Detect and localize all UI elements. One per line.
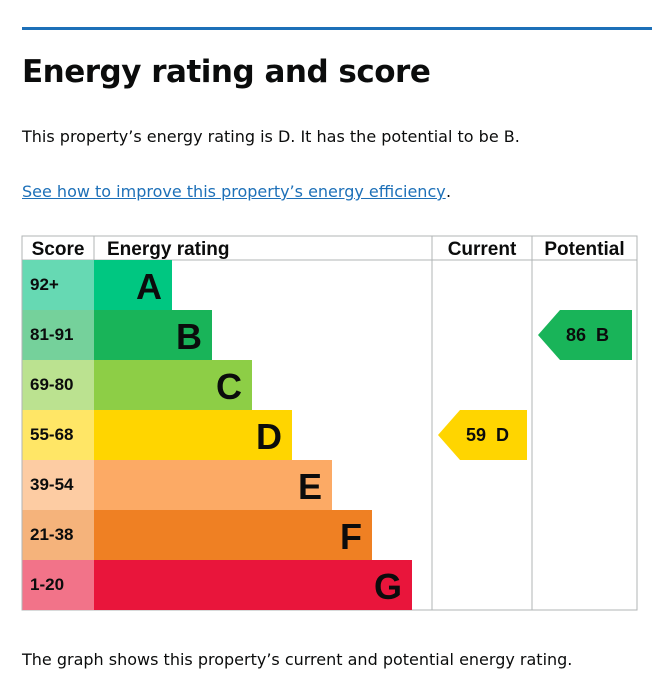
potential-rating-arrow (538, 310, 632, 360)
rating-bar-g (94, 560, 412, 610)
rating-bar-d (94, 410, 292, 460)
score-label-a: 92+ (30, 275, 59, 294)
score-cell-a (22, 260, 94, 310)
score-label-d: 55-68 (30, 425, 73, 444)
score-cell-b (22, 310, 94, 360)
rating-letter-f: F (340, 516, 362, 557)
score-cell-d (22, 410, 94, 460)
rating-letter-b: B (176, 316, 202, 357)
current-rating-arrow (438, 410, 527, 460)
rating-bar-b (94, 310, 212, 360)
rating-letter-e: E (298, 466, 322, 507)
score-label-f: 21-38 (30, 525, 73, 544)
header-current: Current (448, 239, 517, 260)
rating-letter-c: C (216, 366, 242, 407)
header-score: Score (32, 239, 85, 260)
score-label-c: 69-80 (30, 375, 73, 394)
rating-bar-c (94, 360, 252, 410)
rating-letter-a: A (136, 266, 162, 307)
score-label-e: 39-54 (30, 475, 74, 494)
top-rule (22, 27, 652, 30)
rating-summary: This property’s energy rating is D. It h… (22, 127, 520, 146)
page-title: Energy rating and score (22, 54, 431, 90)
header-potential: Potential (544, 239, 624, 260)
potential-rating-label: 86 B (566, 325, 609, 345)
score-cell-c (22, 360, 94, 410)
score-label-b: 81-91 (30, 325, 73, 344)
score-cell-e (22, 460, 94, 510)
score-cell-g (22, 560, 94, 610)
rating-letter-d: D (256, 416, 282, 457)
chart-caption: The graph shows this property’s current … (22, 650, 573, 669)
header-energy-rating: Energy rating (107, 239, 229, 260)
improve-efficiency-link[interactable]: See how to improve this property’s energ… (22, 182, 446, 201)
current-rating-label: 59 D (466, 425, 509, 445)
improve-link-period: . (446, 182, 452, 201)
rating-bar-e (94, 460, 332, 510)
rating-letter-g: G (374, 566, 402, 607)
score-label-g: 1-20 (30, 575, 64, 594)
score-cell-f (22, 510, 94, 560)
rating-bar-a (94, 260, 172, 310)
rating-bar-f (94, 510, 372, 560)
